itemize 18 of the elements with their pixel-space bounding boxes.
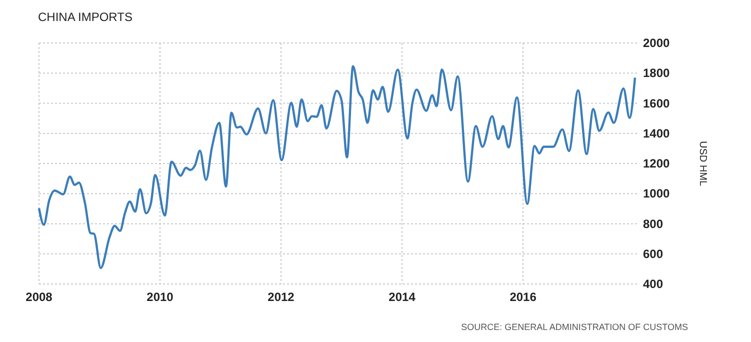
source-note: SOURCE: GENERAL ADMINISTRATION OF CUSTOMS: [461, 322, 688, 332]
x-tick-label: 2008: [26, 290, 53, 304]
y-tick-label: 800: [643, 216, 664, 231]
y-tick-label: 1000: [643, 186, 670, 201]
y-tick-label: 1800: [643, 66, 670, 80]
y-tick-label: 1200: [643, 156, 670, 170]
y-tick-label: 600: [643, 246, 664, 261]
x-tick-label: 2016: [510, 290, 537, 304]
y-tick-label: 1600: [643, 96, 670, 110]
x-tick-label: 2012: [268, 290, 295, 304]
chart-title: CHINA IMPORTS: [38, 10, 132, 24]
y-axis-title: USD HML: [697, 140, 708, 186]
line-series: [38, 65, 636, 270]
y-tick-label: 1400: [643, 126, 670, 140]
y-tick-label: 2000: [643, 36, 670, 50]
y-tick-label: 400: [643, 277, 664, 291]
x-tick-label: 2014: [388, 290, 416, 304]
x-tick-label: 2010: [146, 290, 174, 304]
